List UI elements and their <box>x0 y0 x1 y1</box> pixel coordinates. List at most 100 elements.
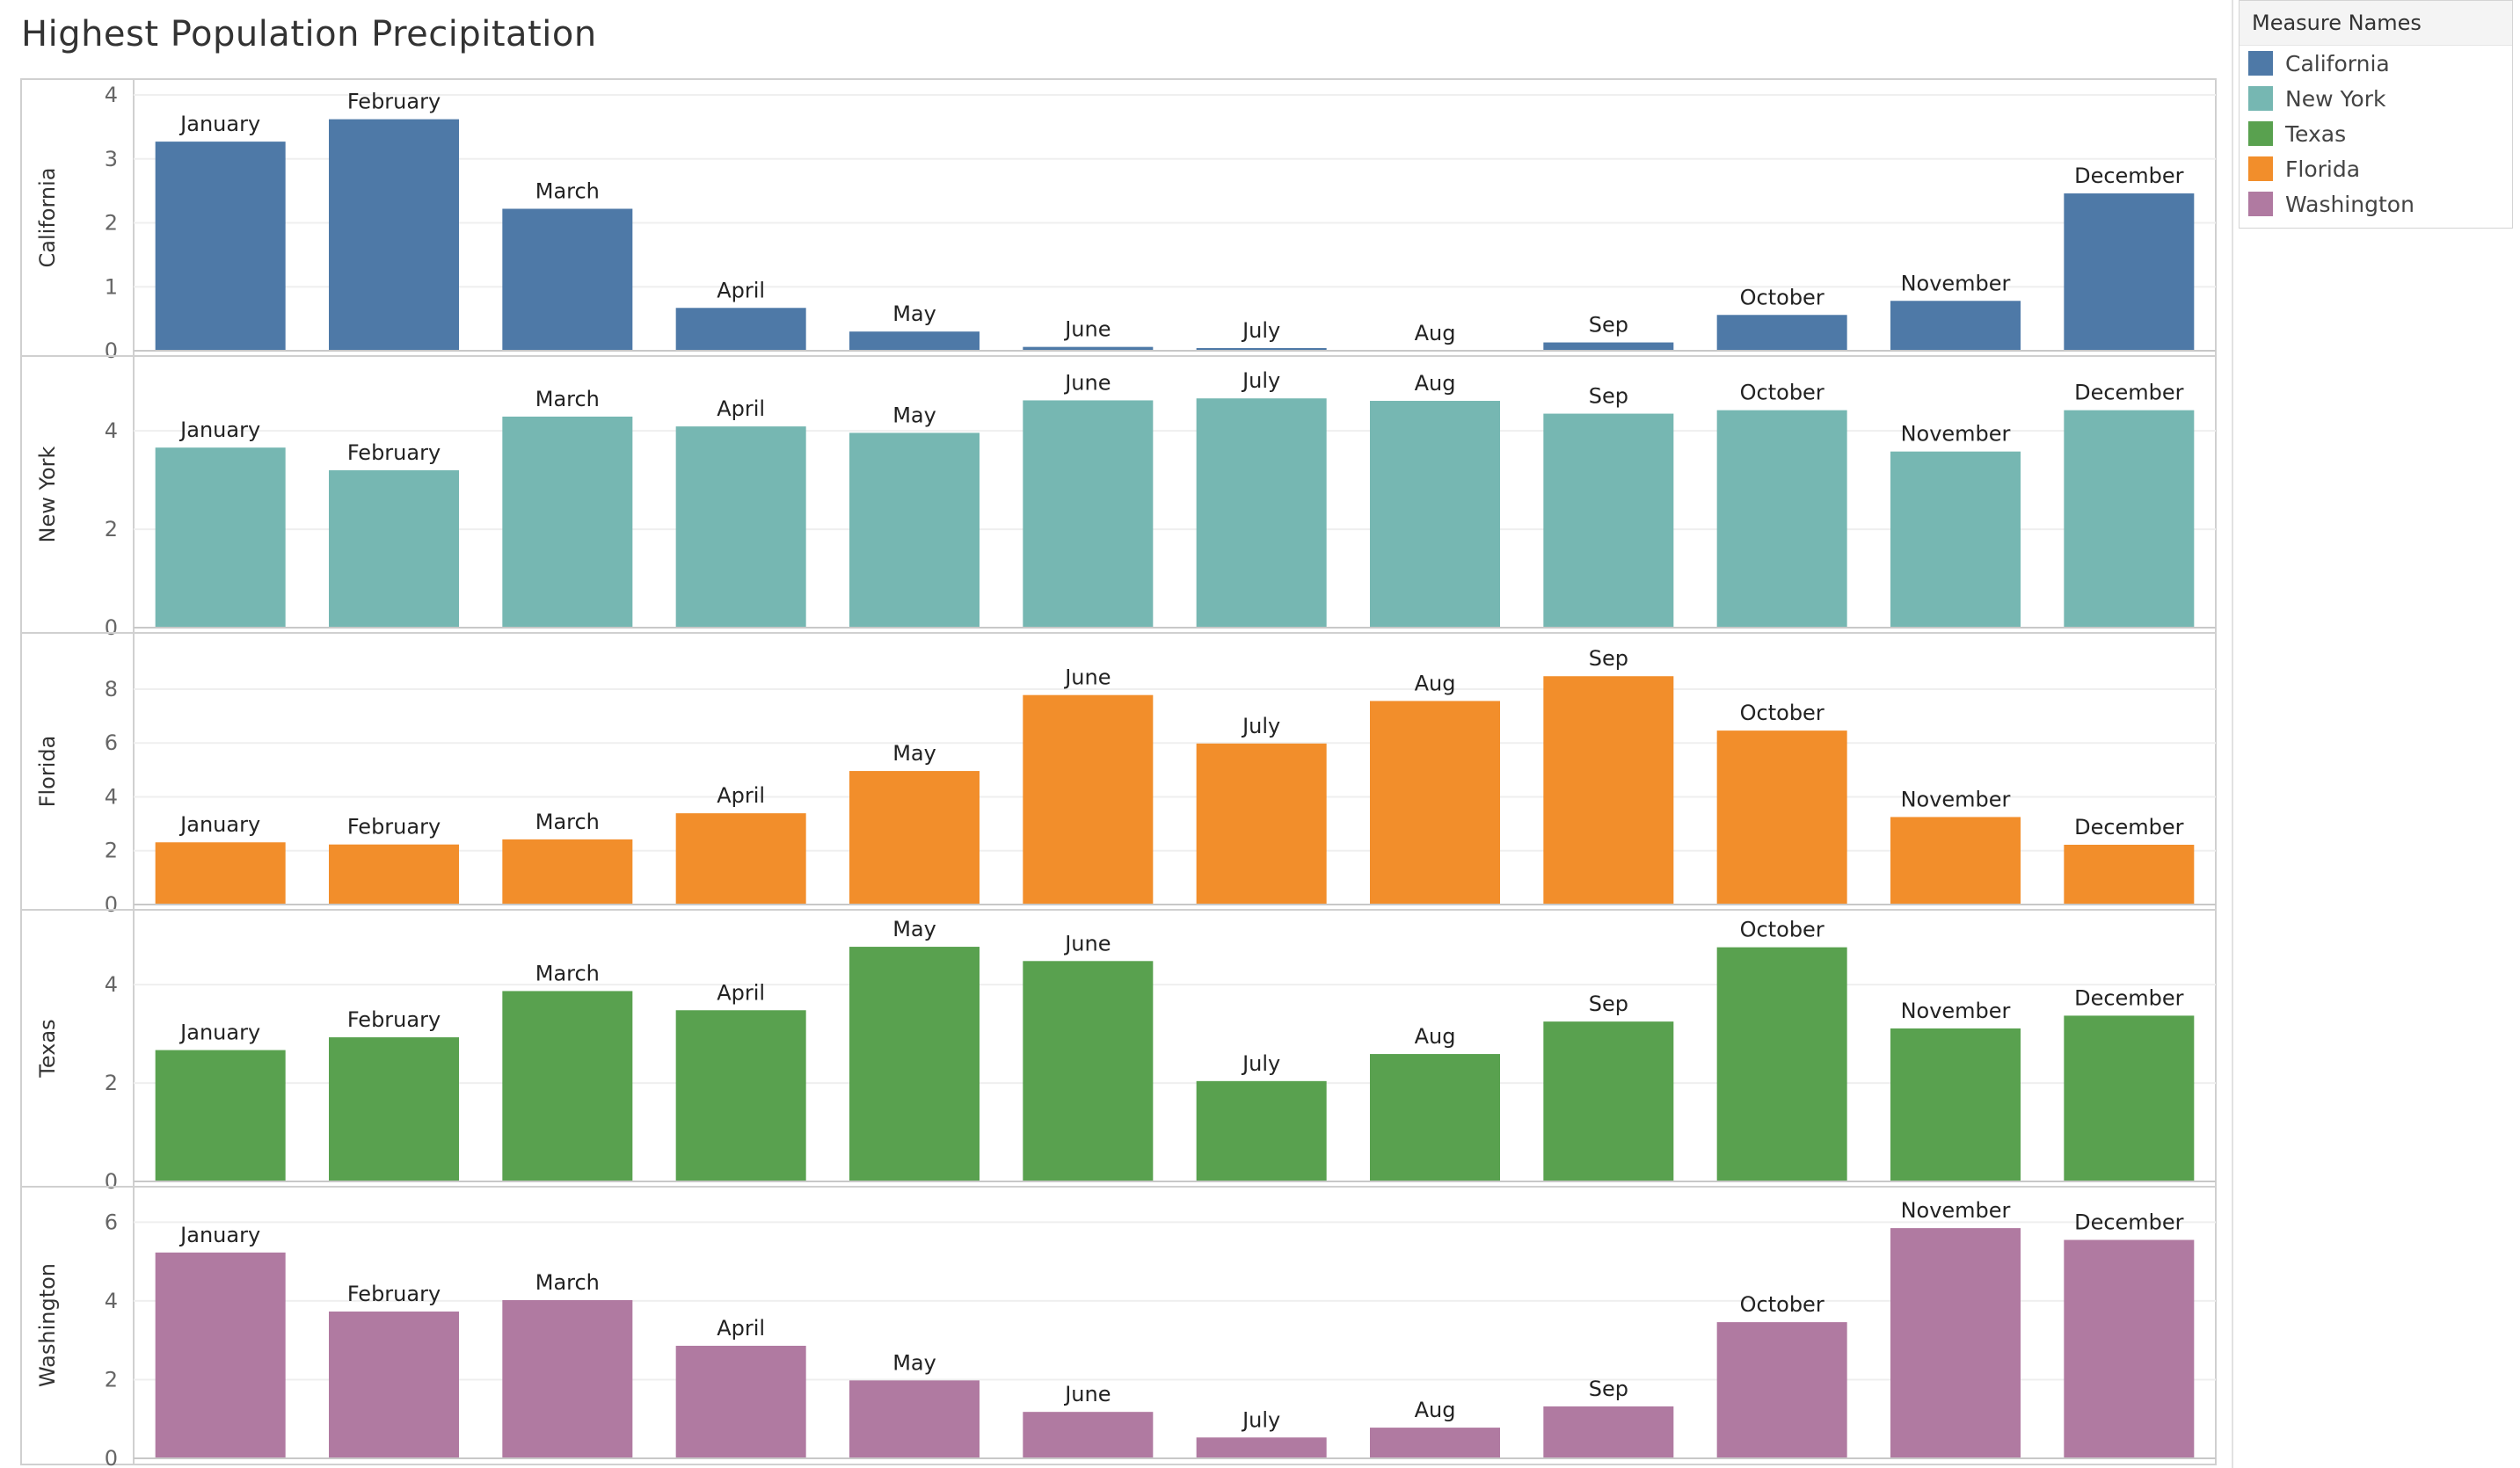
data-label: February <box>347 90 441 114</box>
facet-label-texas: Texas <box>35 1019 60 1078</box>
data-label: December <box>2074 164 2184 188</box>
data-label: March <box>535 178 600 203</box>
chart-title: Highest Population Precipitation <box>21 14 597 55</box>
data-label: January <box>178 1021 260 1045</box>
data-label: Aug <box>1415 371 1456 396</box>
facet-label-new-york: New York <box>35 446 60 542</box>
data-label: November <box>1901 271 2011 295</box>
bar-texas-january <box>155 1050 286 1181</box>
bar-washington-february <box>329 1312 459 1458</box>
data-label: March <box>535 387 600 411</box>
data-label: November <box>1901 787 2011 811</box>
facet-label-washington: Washington <box>35 1263 60 1387</box>
y-tick-label: 8 <box>105 677 118 701</box>
data-label: October <box>1740 1292 1824 1317</box>
bar-california-march <box>502 208 633 351</box>
bar-washington-december <box>2064 1239 2195 1458</box>
y-tick-label: 2 <box>105 1071 118 1095</box>
chart-frame <box>20 78 2217 1465</box>
y-tick-label: 4 <box>105 83 118 107</box>
data-label: June <box>1063 1382 1111 1406</box>
bar-california-sep <box>1543 342 1674 351</box>
y-tick-label: 4 <box>105 1289 118 1313</box>
data-label: June <box>1063 665 1111 690</box>
bar-washington-january <box>155 1252 286 1458</box>
legend-item-new-york[interactable]: New York <box>2240 81 2512 116</box>
bar-california-november <box>1890 301 2021 351</box>
bar-texas-aug <box>1370 1054 1500 1181</box>
bar-new-york-october <box>1716 410 1847 628</box>
legend-swatch <box>2248 156 2273 181</box>
bar-new-york-july <box>1196 398 1327 628</box>
data-label: May <box>892 403 936 427</box>
bar-washington-may <box>849 1380 980 1458</box>
data-label: Sep <box>1589 646 1628 671</box>
legend-item-florida[interactable]: Florida <box>2240 151 2512 186</box>
bar-florida-november <box>1890 817 2021 905</box>
legend-label: Washington <box>2285 191 2414 217</box>
bar-new-york-january <box>155 447 286 628</box>
bar-florida-sep <box>1543 676 1674 905</box>
bar-california-october <box>1716 315 1847 351</box>
data-label: December <box>2074 1210 2184 1235</box>
bar-washington-april <box>675 1345 806 1458</box>
data-label: December <box>2074 381 2184 405</box>
bar-new-york-may <box>849 432 980 628</box>
data-label: Sep <box>1589 313 1628 338</box>
bar-florida-january <box>155 842 286 905</box>
bar-washington-aug <box>1370 1428 1500 1458</box>
data-label: April <box>717 1316 765 1341</box>
data-label: February <box>347 440 441 465</box>
bar-washington-sep <box>1543 1406 1674 1458</box>
bar-california-january <box>155 142 286 351</box>
data-label: February <box>347 815 441 839</box>
legend-item-california[interactable]: California <box>2240 46 2512 81</box>
pane-separator <box>2232 0 2233 1468</box>
bar-new-york-june <box>1023 400 1154 628</box>
data-label: February <box>347 1282 441 1306</box>
bar-california-december <box>2064 193 2195 351</box>
y-tick-label: 0 <box>105 338 118 363</box>
bar-texas-december <box>2064 1015 2195 1181</box>
data-label: April <box>717 980 765 1005</box>
data-label: October <box>1740 381 1824 405</box>
data-label: June <box>1063 370 1111 395</box>
legend-item-washington[interactable]: Washington <box>2240 186 2512 222</box>
y-tick-label: 2 <box>105 211 118 236</box>
y-tick-label: 0 <box>105 1446 118 1468</box>
data-label: July <box>1241 368 1280 393</box>
bar-new-york-february <box>329 469 459 628</box>
bar-florida-december <box>2064 844 2195 905</box>
bar-california-february <box>329 119 459 351</box>
bar-new-york-april <box>675 426 806 628</box>
data-label: April <box>717 278 765 302</box>
y-tick-label: 2 <box>105 839 118 863</box>
legend: Measure Names California New York Texas … <box>2239 0 2513 229</box>
data-label: July <box>1241 1051 1280 1076</box>
bar-washington-march <box>502 1300 633 1458</box>
bar-texas-february <box>329 1037 459 1181</box>
bar-florida-may <box>849 771 980 905</box>
bar-california-june <box>1023 346 1154 351</box>
data-label: October <box>1740 918 1824 942</box>
data-label: May <box>892 1350 936 1375</box>
data-label: January <box>178 1223 260 1247</box>
data-label: May <box>892 302 936 326</box>
data-label: April <box>717 396 765 421</box>
legend-swatch <box>2248 51 2273 76</box>
y-tick-label: 3 <box>105 147 118 171</box>
data-label: June <box>1063 317 1111 342</box>
bar-california-may <box>849 331 980 351</box>
bar-washington-november <box>1890 1228 2021 1458</box>
bar-california-april <box>675 308 806 351</box>
bar-texas-sep <box>1543 1021 1674 1181</box>
legend-label: California <box>2285 50 2390 76</box>
data-label: February <box>347 1007 441 1032</box>
bar-texas-march <box>502 991 633 1181</box>
bar-florida-march <box>502 839 633 905</box>
bar-washington-october <box>1716 1322 1847 1458</box>
data-label: January <box>178 418 260 442</box>
y-tick-label: 6 <box>105 1210 118 1234</box>
legend-label: New York <box>2285 85 2386 112</box>
legend-item-texas[interactable]: Texas <box>2240 116 2512 151</box>
